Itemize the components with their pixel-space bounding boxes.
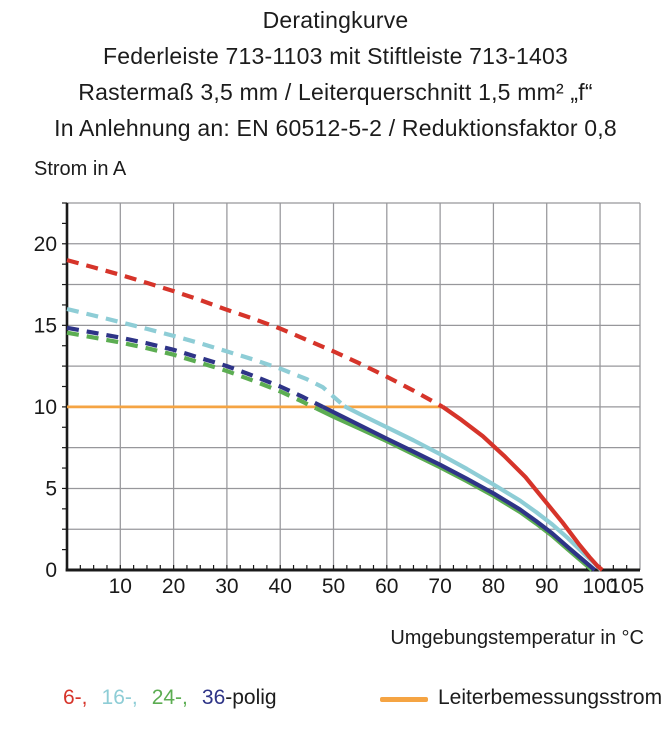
x-tick-label: 100 [582, 575, 617, 598]
curve-6-polig-dashed [66, 258, 444, 409]
x-tick-label: 105 [609, 575, 644, 598]
x-tick-label: 10 [109, 575, 132, 598]
figure-subtitle-standard: In Anlehnung an: EN 60512-5-2 / Reduktio… [54, 115, 617, 141]
x-tick-label: 60 [375, 575, 398, 598]
curve-36-polig-solid [321, 405, 597, 572]
y-tick-label: 5 [45, 477, 57, 500]
current-legend-label: Leiterbemessungsstrom [438, 686, 663, 709]
y-tick-label: 10 [34, 396, 57, 419]
legend-item-polig-suffix: -polig [225, 686, 277, 709]
x-tick-label: 90 [535, 575, 558, 598]
orange-line-swatch [380, 696, 428, 702]
y-tick-label: 20 [34, 233, 57, 256]
chart-area: 10 20 30 40 50 60 70 80 90 100 105 0 5 10 15 20 [0, 193, 671, 608]
curve-6-polig-solid [441, 405, 604, 572]
y-tick-label: 15 [34, 314, 57, 337]
poles-legend: 6-, 16-, 24-, 36-polig [63, 686, 277, 710]
curve-24-polig-solid [315, 406, 594, 572]
y-tick-label: 0 [45, 559, 57, 582]
figure-subtitle-pitch: Rastermaß 3,5 mm / Leiterquerschnitt 1,5… [78, 79, 593, 105]
x-axis-title: Umgebungstemperatur in °C [390, 627, 644, 649]
x-tick-label: 40 [269, 575, 292, 598]
x-tick-label: 20 [162, 575, 185, 598]
legend-item-36-polig: 36-polig [202, 686, 277, 710]
x-tick-label: 30 [215, 575, 238, 598]
curve-16-polig-solid [343, 404, 603, 572]
figure-header: Deratingkurve Federleiste 713-1103 mit S… [0, 2, 671, 146]
curve-16-polig-dashed [66, 306, 346, 408]
legend-item-16-polig: 16-, [101, 686, 138, 709]
x-tick-label: 70 [428, 575, 451, 598]
x-tick-label: 50 [322, 575, 345, 598]
current-legend: Leiterbemessungsstrom [380, 686, 662, 710]
figure-subtitle-parts: Federleiste 713-1103 mit Stiftleiste 713… [102, 43, 568, 69]
curve-24-polig-dashed [66, 330, 318, 411]
legend-item-24-polig: 24-, [151, 686, 188, 709]
figure-title: Deratingkurve [262, 7, 409, 33]
curve-36-polig-dashed [66, 325, 324, 409]
legend-item-6-polig: 6-, [63, 686, 88, 709]
legend-item-36-number: 36 [201, 686, 226, 709]
y-axis-title: Strom in A [34, 158, 127, 180]
x-tick-label: 80 [482, 575, 505, 598]
